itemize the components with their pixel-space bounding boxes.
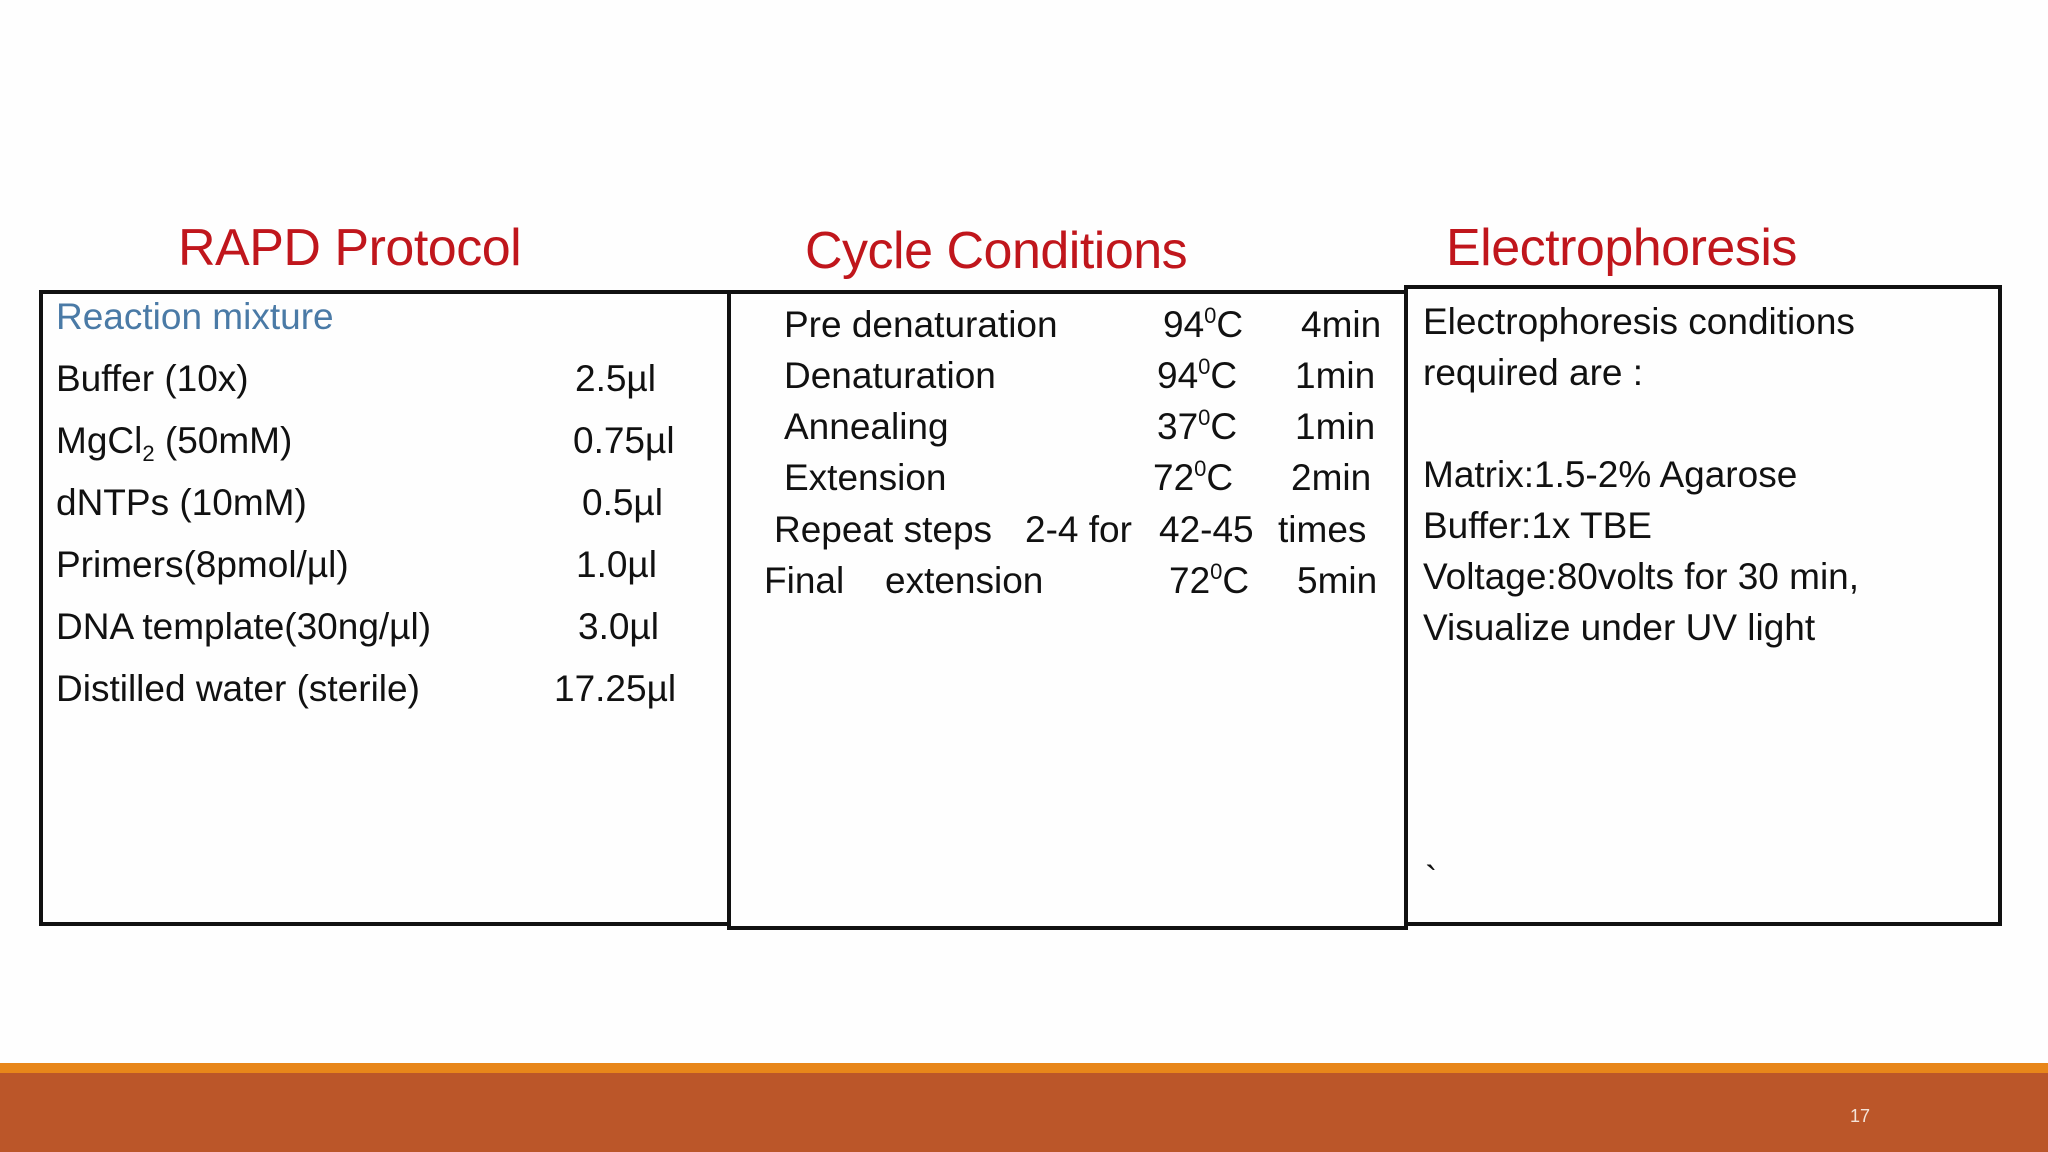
reagent-value-dna-template: 3.0µl [578,606,659,647]
reagent-value-mgcl2: 0.75µl [573,420,675,461]
reagent-value-buffer: 2.5µl [575,358,656,399]
cycle-final-label: Final [764,560,845,601]
cycle-repeat-range: 2-4 for [1025,509,1132,550]
electro-line-required: required are : [1423,352,1644,393]
reagent-name-dna-template: DNA template(30ng/µl) [56,606,432,647]
electro-line-buffer: Buffer:1x TBE [1423,505,1652,546]
electro-line-matrix: Matrix:1.5-2% Agarose [1423,454,1798,495]
reagent-name-mgcl2: MgCl2 (50mM) [56,420,293,466]
cycle-time-extension: 2min [1291,457,1372,498]
electrophoresis-heading: Electrophoresis [1446,219,1797,277]
cycle-step-pre-denaturation: Pre denaturation [784,304,1058,345]
reagent-value-dntps: 0.5µl [582,482,663,523]
cycle-time-pre-denaturation: 4min [1301,304,1382,345]
electro-line-conditions: Electrophoresis conditions [1423,301,1855,342]
electro-line-voltage: Voltage:80volts for 30 min, [1423,556,1860,597]
cycle-temp-annealing: 370C [1157,405,1238,447]
reaction-mixture-label: Reaction mixture [56,296,334,337]
cycle-temp-final-extension: 720C [1169,559,1250,601]
page-number: 17 [1849,1106,1871,1126]
cycle-conditions-heading: Cycle Conditions [805,222,1188,280]
footer-accent-stripe [0,1063,2048,1073]
rapd-protocol-heading: RAPD Protocol [178,219,522,277]
reagent-name-buffer: Buffer (10x) [56,358,249,399]
cycle-step-annealing: Annealing [784,406,949,447]
electro-line-visualize: Visualize under UV light [1423,607,1816,648]
reagent-name-dntps: dNTPs (10mM) [56,482,307,523]
electro-stray-mark: ` [1425,859,1438,900]
cycle-final-extension: extension [885,560,1044,601]
cycle-step-extension: Extension [784,457,947,498]
footer-bar [0,1073,2048,1152]
cycle-temp-pre-denaturation: 940C [1163,303,1244,345]
cycle-repeat-times: times [1278,509,1367,550]
cycle-time-denaturation: 1min [1295,355,1376,396]
cycle-temp-denaturation: 940C [1157,354,1238,396]
reagent-value-distilled-water: 17.25µl [554,668,677,709]
cycle-repeat-count: 42-45 [1159,509,1254,550]
reagent-value-primers: 1.0µl [576,544,657,585]
cycle-step-denaturation: Denaturation [784,355,996,396]
cycle-repeat-steps: Repeat steps [774,509,993,550]
reagent-name-distilled-water: Distilled water (sterile) [56,668,420,709]
reagent-name-primers: Primers(8pmol/µl) [56,544,349,585]
cycle-temp-extension: 720C [1153,456,1234,498]
cycle-time-annealing: 1min [1295,406,1376,447]
electrophoresis-box [1404,285,2002,926]
cycle-time-final-extension: 5min [1297,560,1378,601]
